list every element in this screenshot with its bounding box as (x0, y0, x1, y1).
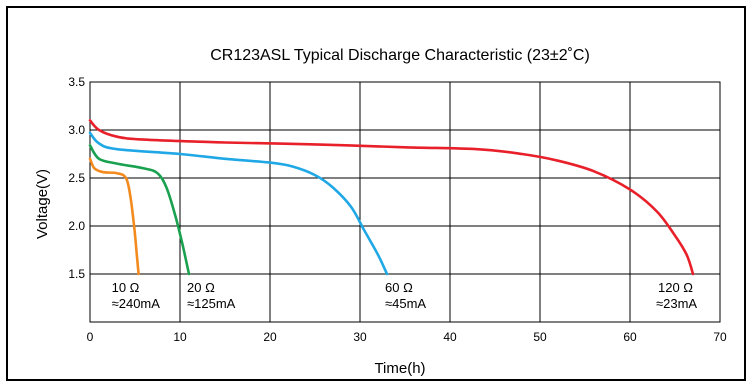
x-tick-label: 70 (713, 330, 727, 344)
series-load-60-ohm: ≈45mA (385, 296, 426, 311)
x-tick-label: 40 (443, 330, 457, 344)
y-tick-label: 1.5 (68, 267, 85, 281)
series-annotations: 10 Ω≈240mA 20 Ω≈125mA 60 Ω≈45mA 120 Ω≈23mA (112, 280, 698, 311)
y-tick-label: 2.5 (68, 171, 85, 185)
series-load-120-ohm: ≈23mA (656, 296, 697, 311)
grid (89, 81, 721, 323)
chart-title: CR123ASL Typical Discharge Characteristi… (210, 47, 590, 64)
x-tick-label: 0 (87, 330, 94, 344)
series-line-120-ohm (88, 119, 695, 276)
x-tick-label: 20 (263, 330, 277, 344)
series-load-20-ohm: ≈125mA (187, 296, 236, 311)
x-tick-label: 50 (533, 330, 547, 344)
y-tick-label: 3.0 (68, 123, 85, 137)
series-line-10-ohm (88, 157, 140, 276)
series-lines (88, 119, 695, 276)
x-tick-label: 10 (173, 330, 187, 344)
x-axis-title: Time(h) (374, 360, 425, 377)
y-tick-label: 3.5 (68, 75, 85, 89)
series-load-10-ohm: ≈240mA (112, 296, 161, 311)
series-line-60-ohm (88, 131, 389, 276)
series-label-20-ohm: 20 Ω (187, 280, 215, 295)
x-tick-label: 30 (353, 330, 367, 344)
x-tick-label: 60 (623, 330, 637, 344)
y-tick-label: 2.0 (68, 219, 85, 233)
series-line-20-ohm (88, 144, 191, 276)
series-label-10-ohm: 10 Ω (112, 280, 140, 295)
tick-labels: 0 10 20 30 40 50 60 70 1.5 2.0 2.5 3.0 3.5 (68, 75, 727, 344)
series-label-60-ohm: 60 Ω (385, 280, 413, 295)
y-axis-title: Voltage(V) (34, 169, 51, 239)
series-label-120-ohm: 120 Ω (658, 280, 693, 295)
